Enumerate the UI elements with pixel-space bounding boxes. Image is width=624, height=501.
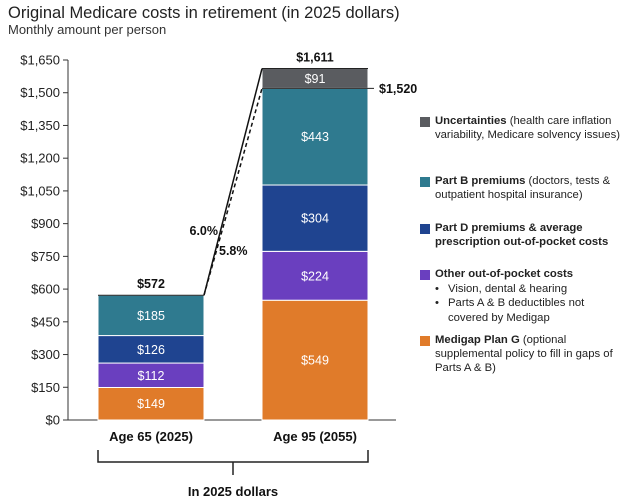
bracket-line — [97, 450, 369, 463]
legend-sublist-other-oop: Vision, dental & hearing Parts A & B ded… — [435, 282, 624, 325]
y-tick-label: $750 — [31, 249, 60, 264]
segment-value-label: $443 — [301, 130, 329, 144]
y-tick-label: $1,050 — [20, 183, 60, 198]
y-tick-label: $450 — [31, 314, 60, 329]
segment-value-label: $91 — [305, 72, 326, 86]
legend-swatch-part-b — [420, 177, 430, 187]
legend-title-part-d: Part D premiums & average prescription o… — [435, 222, 609, 249]
legend-swatch-part-d — [420, 224, 430, 234]
segment-value-label: $126 — [137, 343, 165, 357]
bracket-label: In 2025 dollars — [188, 484, 278, 499]
y-tick-label: $900 — [31, 216, 60, 231]
legend-swatch-medigap — [420, 336, 430, 346]
y-tick-label: $150 — [31, 380, 60, 395]
bar-segment — [97, 335, 205, 364]
chart-subtitle: Monthly amount per person — [8, 22, 167, 37]
segment-value-label: $304 — [301, 212, 329, 226]
y-tick-label: $1,650 — [20, 53, 60, 68]
growth-line-subtotal — [203, 88, 263, 296]
total-label: $572 — [137, 277, 165, 291]
growth-rate-total: 6.0% — [190, 224, 219, 238]
chart-title: Original Medicare costs in retirement (i… — [8, 4, 400, 22]
bar-segment — [97, 362, 205, 388]
legend-title-other-oop: Other out-of-pocket costs — [435, 268, 574, 280]
legend-title-part-b: Part B premiums — [435, 175, 526, 187]
y-tick-label: $1,200 — [20, 151, 60, 166]
legend-subitem: Parts A & B deductibles not covered by M… — [435, 296, 624, 324]
y-tick-label: $0 — [46, 413, 60, 428]
y-tick-label: $1,500 — [20, 85, 60, 100]
legend-desc-medigap: (optional supplemental policy to fill in… — [435, 334, 613, 375]
segment-value-label: $112 — [138, 369, 165, 383]
legend-swatch-uncertainties — [420, 117, 430, 127]
legend-title-medigap: Medigap Plan G — [435, 334, 520, 346]
subtotal-label: $1,520 — [379, 82, 417, 96]
bar-segment — [97, 386, 205, 421]
y-tick-label: $1,350 — [20, 118, 60, 133]
x-category-label: Age 65 (2025) — [109, 429, 193, 444]
segment-value-label: $224 — [301, 269, 329, 283]
segment-value-label: $549 — [301, 354, 329, 368]
y-tick-label: $300 — [31, 347, 60, 362]
bar-segment — [261, 184, 369, 252]
bar-segment — [261, 87, 369, 186]
legend-swatch-other-oop — [420, 270, 430, 280]
legend-subitem: Vision, dental & hearing — [435, 282, 624, 296]
segment-value-label: $149 — [137, 397, 165, 411]
bar-segment — [97, 294, 205, 337]
bar-segment — [261, 299, 369, 421]
segment-value-label: $185 — [137, 309, 165, 323]
legend-desc-part-b: (doctors, tests & outpatient hospital in… — [435, 175, 611, 202]
growth-rate-subtotal: 5.8% — [219, 244, 248, 258]
legend-title-uncertainties: Uncertainties — [435, 115, 507, 127]
y-tick-label: $600 — [31, 282, 60, 297]
bar-segment — [261, 250, 369, 301]
total-label: $1,611 — [296, 51, 334, 65]
x-category-label: Age 95 (2055) — [273, 429, 357, 444]
growth-line-total — [203, 68, 263, 296]
legend-desc-uncertainties: (health care inflation variability, Medi… — [435, 115, 620, 142]
